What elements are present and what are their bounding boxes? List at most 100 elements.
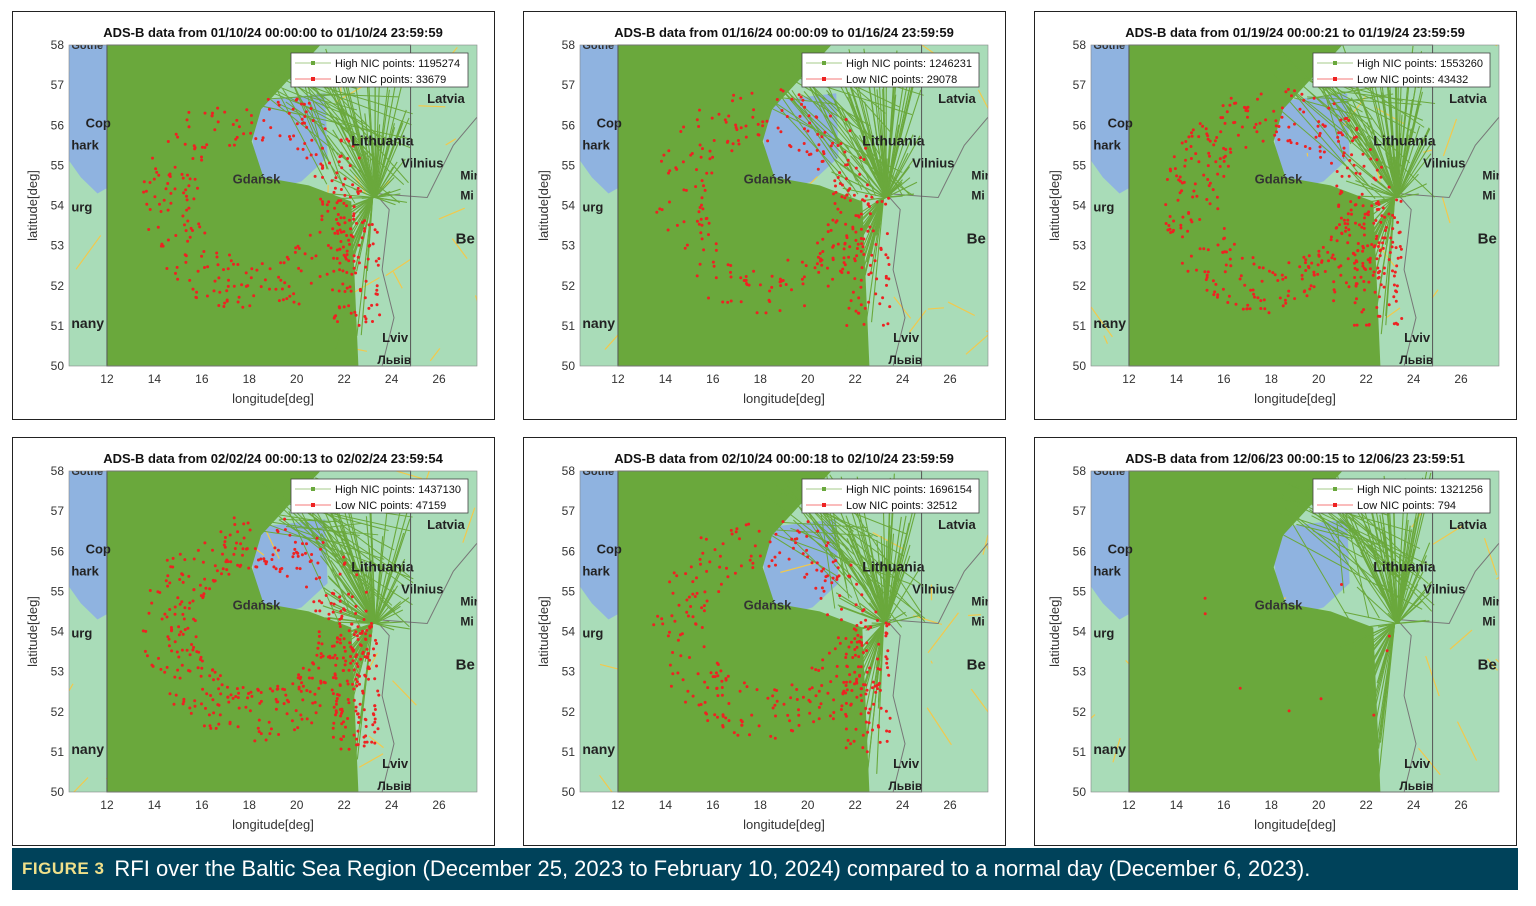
- low-nic-point: [368, 658, 371, 662]
- low-nic-point: [820, 586, 824, 590]
- low-nic-point: [255, 268, 259, 272]
- low-nic-point: [720, 686, 724, 689]
- map-label: Mi: [460, 614, 473, 628]
- low-nic-point: [831, 141, 835, 145]
- low-nic-point: [1289, 141, 1293, 145]
- low-nic-point: [1245, 307, 1249, 311]
- low-nic-point: [1222, 237, 1226, 241]
- low-nic-point: [1287, 289, 1291, 293]
- low-nic-point: [201, 687, 205, 691]
- low-nic-point: [297, 247, 301, 250]
- x-tick-label: 20: [1312, 798, 1326, 812]
- low-nic-point: [706, 686, 710, 690]
- low-nic-point: [226, 695, 230, 699]
- low-nic-point: [1391, 240, 1395, 244]
- x-tick-label: 20: [801, 372, 815, 386]
- low-nic-point: [337, 223, 341, 227]
- low-nic-point: [832, 192, 835, 196]
- low-nic-point: [217, 722, 221, 726]
- low-nic-point: [770, 274, 774, 278]
- low-nic-point: [305, 156, 309, 160]
- low-nic-point: [339, 714, 343, 718]
- high-nic-track: [868, 602, 887, 624]
- low-nic-point: [303, 252, 307, 256]
- road-line: [418, 105, 446, 108]
- legend-marker: [1333, 77, 1337, 81]
- x-tick-label: 24: [1407, 798, 1421, 812]
- low-nic-point: [700, 237, 704, 241]
- x-tick-label: 26: [1454, 798, 1468, 812]
- low-nic-point: [848, 673, 852, 677]
- map-layer: GotheCopharkurgnanyLithuaniaVilniusGdańs…: [1091, 471, 1499, 792]
- high-nic-track: [864, 197, 885, 329]
- low-nic-point: [774, 714, 777, 718]
- low-nic-point: [675, 223, 679, 227]
- map-label: Mir: [971, 168, 989, 182]
- low-nic-point: [202, 592, 206, 596]
- low-nic-point: [310, 138, 314, 142]
- low-nic-point: [356, 255, 360, 259]
- low-nic-point: [1283, 298, 1287, 302]
- low-nic-point: [789, 728, 793, 732]
- low-nic-point: [1383, 236, 1387, 240]
- low-nic-point: [1399, 255, 1403, 259]
- low-nic-point: [1216, 295, 1219, 299]
- low-nic-point: [373, 704, 377, 708]
- low-nic-point: [708, 157, 712, 161]
- low-nic-point: [166, 584, 170, 588]
- low-nic-point: [183, 223, 186, 227]
- low-nic-point: [356, 638, 360, 641]
- low-nic-point: [189, 711, 193, 715]
- low-nic-point: [682, 220, 686, 224]
- low-nic-point: [356, 729, 360, 733]
- low-nic-point: [1339, 264, 1343, 268]
- high-nic-track: [1326, 623, 1396, 706]
- high-nic-track: [1313, 75, 1411, 164]
- low-nic-point: [774, 563, 777, 567]
- low-nic-point: [797, 530, 801, 534]
- low-nic-point: [885, 624, 889, 628]
- high-nic-track: [316, 93, 399, 98]
- legend-entry: High NIC points: 1553260: [1357, 58, 1483, 70]
- high-nic-coverage: [618, 471, 870, 792]
- low-nic-point: [277, 299, 281, 303]
- low-nic-point: [182, 191, 186, 195]
- low-nic-point: [761, 124, 765, 128]
- low-nic-point: [804, 264, 808, 268]
- low-nic-point: [1381, 236, 1385, 240]
- low-nic-point: [840, 704, 844, 708]
- x-tick-label: 26: [943, 798, 957, 812]
- low-nic-point: [755, 311, 759, 315]
- low-nic-point: [815, 148, 819, 152]
- low-nic-point: [870, 253, 874, 257]
- x-tick-label: 16: [1217, 372, 1231, 386]
- road-line: [977, 89, 988, 110]
- low-nic-point: [774, 532, 778, 536]
- low-nic-point: [786, 713, 790, 717]
- chart-title: ADS-B data from 01/16/24 00:00:09 to 01/…: [614, 25, 954, 40]
- low-nic-point: [328, 161, 331, 165]
- low-nic-point: [362, 735, 366, 739]
- low-nic-point: [1172, 155, 1176, 159]
- low-nic-point: [1393, 270, 1397, 274]
- low-nic-point: [1221, 104, 1225, 108]
- low-nic-point: [1179, 223, 1183, 227]
- low-nic-point: [355, 684, 359, 688]
- low-nic-point: [820, 160, 824, 163]
- low-nic-point: [309, 153, 313, 157]
- road-line: [1103, 335, 1109, 344]
- low-nic-point: [173, 187, 177, 191]
- low-nic-point: [1181, 215, 1185, 219]
- plot-frame: [1090, 470, 1500, 793]
- low-nic-point: [274, 707, 278, 711]
- low-nic-point: [785, 115, 789, 118]
- low-nic-point: [844, 177, 848, 181]
- legend-entry: High NIC points: 1246231: [846, 58, 972, 70]
- low-nic-point: [727, 114, 731, 118]
- low-nic-point: [281, 298, 285, 302]
- low-nic-point: [203, 266, 206, 269]
- y-tick-label: 52: [51, 705, 65, 719]
- low-nic-point: [1280, 106, 1284, 110]
- figure-label: FIGURE 3: [22, 859, 105, 878]
